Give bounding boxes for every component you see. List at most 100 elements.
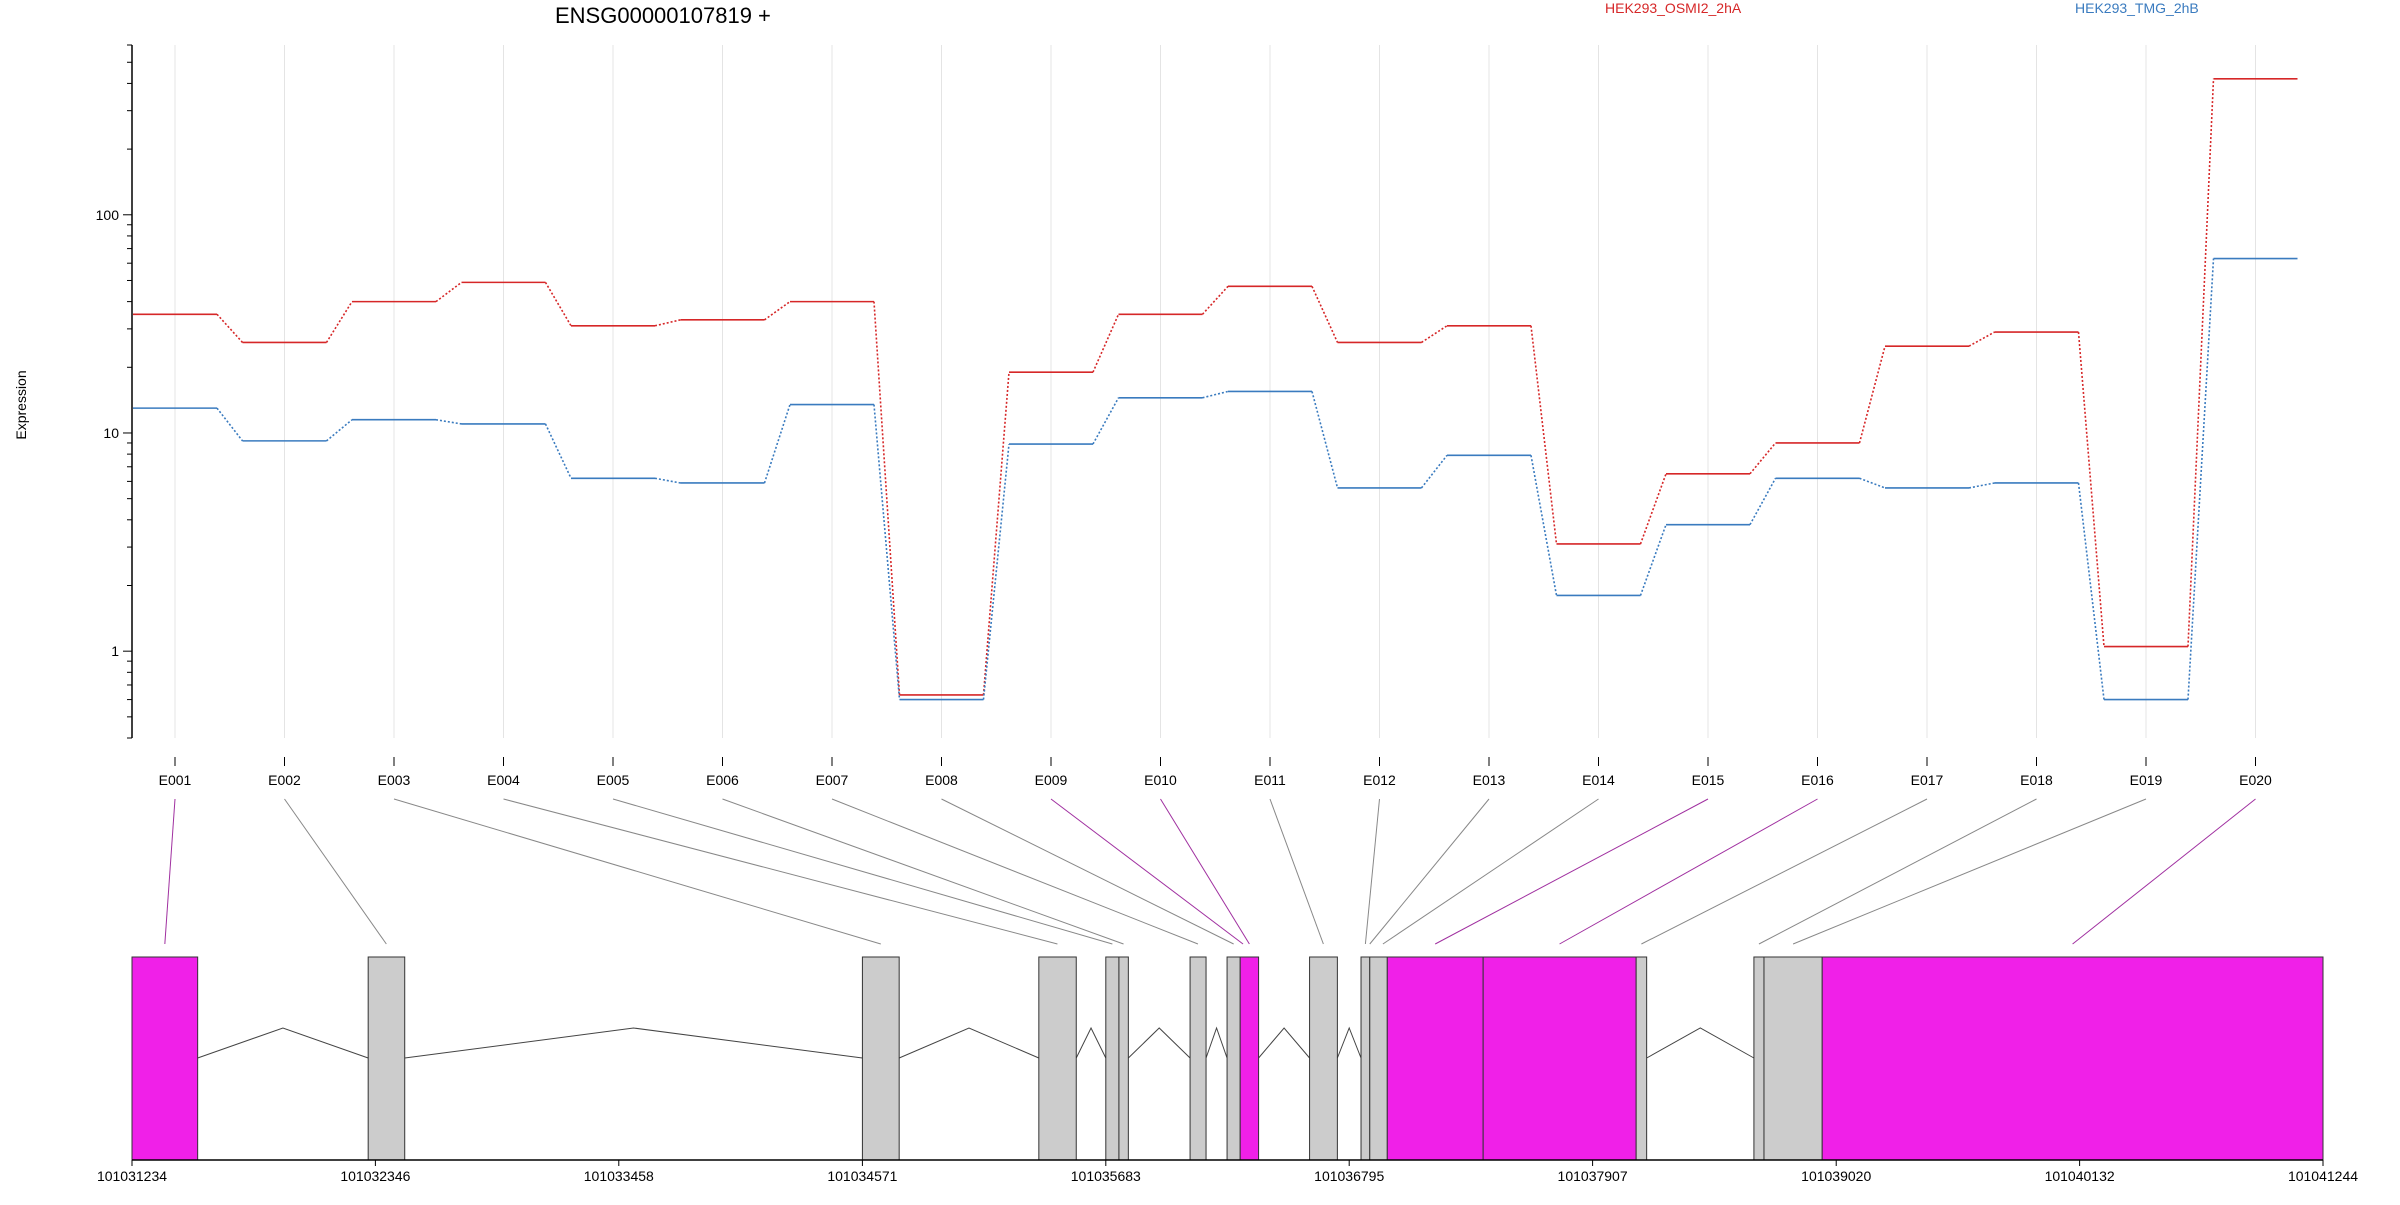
exon-block [1369, 956, 1388, 1161]
series-connector [1749, 477, 1777, 526]
exon-connector [1269, 798, 1324, 945]
series-connector [544, 281, 572, 327]
x-tick-label: E020 [2239, 772, 2272, 788]
exon-block [1763, 956, 1823, 1161]
exon-connector [503, 798, 1058, 945]
series-connector [1421, 325, 1448, 344]
exon-connector [1369, 798, 1490, 945]
exon-block [1038, 956, 1077, 1161]
series-connector [1092, 313, 1120, 373]
exon-connector [941, 798, 1234, 945]
legend-entry-tmg: HEK293_TMG_2hB [2075, 0, 2199, 16]
intron [1205, 1026, 1228, 1059]
exon-block [367, 956, 406, 1161]
exon-block [1482, 956, 1637, 1161]
series-connector [764, 300, 791, 321]
series-connector [1202, 390, 1229, 399]
series-connector [1530, 455, 1558, 596]
exon-connector [1758, 798, 2037, 945]
coordinate-label: 101035683 [1071, 1168, 1141, 1184]
x-tick-label: E015 [1692, 772, 1725, 788]
intron [1336, 1026, 1362, 1059]
exon-connector [722, 798, 1124, 945]
series-line-tmg [133, 257, 2298, 701]
x-tick-label: E001 [159, 772, 192, 788]
series-connector [982, 443, 1010, 700]
coordinate-label: 101032346 [340, 1168, 410, 1184]
series-connector [1639, 524, 1667, 596]
series-connector [1420, 454, 1448, 489]
series-connector [2187, 258, 2215, 700]
coordinate-label: 101037907 [1558, 1168, 1628, 1184]
exon-connector [1559, 798, 1818, 945]
x-tick-label: E014 [1582, 772, 1615, 788]
series-lines [133, 77, 2298, 701]
x-tick-label: E010 [1144, 772, 1177, 788]
exon-block [1821, 956, 2324, 1161]
exon-block [1753, 956, 1765, 1161]
exon-connector [1364, 798, 1380, 945]
exon-block [1105, 956, 1120, 1161]
y-tick-label: 1 [111, 643, 119, 659]
coordinate-label: 101033458 [584, 1168, 654, 1184]
series-connector [2187, 78, 2215, 647]
chart-title: ENSG00000107819 + [555, 3, 771, 28]
exon-block [861, 956, 900, 1161]
series-connector [654, 477, 681, 484]
x-tick-label: E007 [816, 772, 849, 788]
coordinate-label: 101041244 [2288, 1168, 2358, 1184]
intron [1646, 1027, 1755, 1059]
series-connector [1311, 391, 1339, 489]
legend-entry-osmi2: HEK293_OSMI2_2hA [1605, 0, 1742, 16]
series-line-osmi2 [133, 77, 2298, 696]
x-tick-label: E017 [1911, 772, 1944, 788]
exon-block [1360, 956, 1371, 1161]
x-tick-label: E006 [706, 772, 739, 788]
coordinate-label: 101031234 [97, 1168, 167, 1184]
exon-labels: E001 E002 E003 E004 E005 E006 E007 E008 E009 E010… [159, 757, 2272, 788]
x-tick-label: E003 [378, 772, 411, 788]
exon-block [1635, 956, 1648, 1161]
series-connector [435, 281, 462, 303]
exon-connector [1792, 798, 2147, 945]
exon-block [1226, 956, 1241, 1161]
series-connector [325, 301, 353, 343]
series-connector [216, 407, 244, 442]
gene-model [131, 956, 2324, 1161]
x-tick-label: E004 [487, 772, 520, 788]
coordinate-label: 101036795 [1314, 1168, 1384, 1184]
series-connector [1201, 285, 1229, 315]
intron [197, 1027, 369, 1059]
series-connector [1858, 345, 1886, 444]
series-connector [1311, 286, 1339, 343]
exon-connector [164, 798, 176, 945]
intron [404, 1027, 863, 1059]
x-tick-label: E018 [2020, 772, 2053, 788]
series-connector [1092, 397, 1120, 445]
series-connector [1968, 482, 1995, 489]
x-tick-label: E012 [1363, 772, 1396, 788]
x-tick-label: E011 [1254, 772, 1286, 788]
genomic-coordinate-axis: 101031234 101032346 101033458 101034571 1010… [97, 1159, 2358, 1184]
intron [1127, 1027, 1191, 1059]
exon-connector [1382, 798, 1599, 945]
exon-connector [2072, 798, 2256, 945]
series-connector [1639, 473, 1667, 545]
x-tick-label: E008 [925, 772, 958, 788]
series-connector [1530, 325, 1558, 545]
series-connector [216, 313, 244, 343]
series-connector [654, 319, 681, 327]
series-connector [325, 419, 353, 442]
exon-connector [393, 798, 881, 945]
series-connector [873, 301, 901, 696]
coordinate-label: 101034571 [827, 1168, 897, 1184]
intron [1075, 1026, 1107, 1059]
grid-lines [174, 45, 2256, 738]
series-connector [1859, 477, 1886, 489]
y-tick-label: 10 [103, 425, 119, 441]
exon-block [131, 956, 199, 1161]
exon-connector [612, 798, 1113, 945]
x-tick-label: E002 [268, 772, 301, 788]
